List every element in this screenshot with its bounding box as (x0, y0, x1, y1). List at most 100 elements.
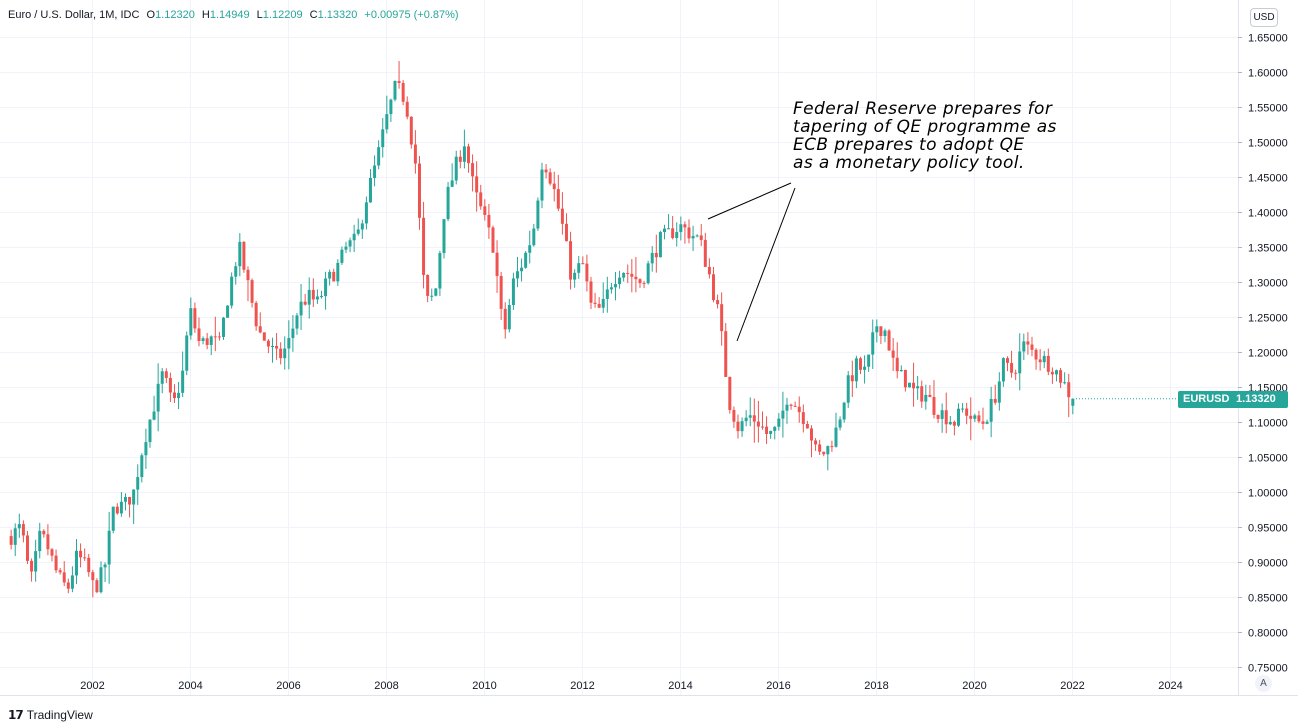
candle-body (115, 506, 119, 514)
candle-body (703, 239, 707, 267)
candle-body (70, 575, 74, 589)
candle-body (969, 415, 973, 419)
time-tick-label: 2012 (570, 680, 594, 692)
candle-body (487, 214, 491, 228)
candle-body (940, 410, 944, 419)
high-label: H (201, 9, 210, 21)
time-tick-label: 2018 (864, 680, 888, 692)
candle-body (834, 427, 838, 447)
candle-body (981, 421, 985, 424)
candle-body (822, 451, 826, 455)
candle-body (128, 496, 132, 505)
price-tick-label: 1.25000 (1248, 313, 1288, 325)
candle-body (528, 245, 532, 253)
candle-body (507, 305, 511, 330)
time-tick-label: 2002 (80, 680, 104, 692)
price-tick-label: 1.35000 (1248, 243, 1288, 255)
candle-body (912, 382, 916, 389)
price-axis[interactable]: 1.65000 1.60000 1.55000 1.50000 1.45000 1.400… (1238, 0, 1288, 695)
candle-body (270, 345, 274, 347)
time-tick-label: 2022 (1060, 680, 1084, 692)
candle-body (446, 186, 450, 220)
time-tick-label: 2006 (276, 680, 300, 692)
candle-body (168, 377, 172, 393)
candle-body (352, 233, 356, 241)
price-tick-label: 1.00000 (1248, 488, 1288, 500)
candle-body (307, 289, 311, 305)
candle-body (140, 455, 144, 478)
candle-body (230, 276, 234, 306)
candle-body (524, 252, 528, 268)
candle-body (560, 208, 564, 224)
candle-body (716, 300, 720, 305)
candle-body (773, 426, 777, 431)
candle-body (368, 177, 372, 203)
candle-body (1050, 371, 1054, 375)
candle-body (752, 415, 756, 422)
candle-body (148, 419, 152, 443)
candle-body (883, 330, 887, 336)
candle-body (732, 409, 736, 422)
candle-body (642, 283, 646, 285)
candle-body (434, 288, 438, 296)
candle-body (867, 354, 871, 367)
candle-body (336, 262, 340, 282)
candle-body (993, 398, 997, 403)
candle-body (687, 227, 691, 239)
candle-body (328, 271, 332, 279)
candle-body (907, 382, 911, 388)
candle-body (540, 169, 544, 201)
candle-body (793, 405, 797, 407)
candle-body (589, 281, 593, 303)
candle-body (213, 336, 217, 338)
close-value: 1.13320 (317, 9, 358, 21)
candle-body (422, 217, 426, 275)
time-tick-label: 2020 (962, 680, 986, 692)
candle-body (303, 301, 307, 305)
price-tick-label: 0.80000 (1248, 628, 1288, 640)
candle-body (740, 421, 744, 432)
currency-button[interactable]: USD (1250, 8, 1278, 27)
candle-body (30, 560, 34, 572)
candle-body (197, 328, 201, 342)
candle-body (164, 371, 168, 378)
candle-body (136, 477, 140, 490)
time-tick-label: 2004 (178, 680, 202, 692)
candle-body (1034, 349, 1038, 360)
high-value: 1.14949 (209, 9, 250, 21)
candle-body (564, 223, 568, 242)
candle-body (695, 235, 699, 237)
candle-body (654, 252, 658, 258)
candle-body (299, 301, 303, 316)
candle-body (160, 371, 164, 384)
candle-body (605, 289, 609, 299)
candle-body (172, 392, 176, 399)
annotation-pointer-lines (707, 182, 796, 342)
auto-scale-button[interactable]: A (1255, 675, 1272, 692)
candle-body (348, 240, 352, 247)
candle-body (454, 156, 458, 181)
tradingview-brand[interactable]: 𝟭𝟳 TradingView (8, 708, 93, 722)
candle-body (1071, 398, 1075, 406)
candle-body (667, 228, 671, 230)
candle-body (1001, 358, 1005, 382)
time-axis[interactable]: 2002 2004 2006 2008 2010 2012 2014 2016 2018 2020… (0, 680, 1298, 696)
candle-body (683, 224, 687, 228)
candle-body (544, 169, 548, 173)
candle-body (581, 263, 585, 265)
candle-body (156, 383, 160, 412)
candle-body (597, 303, 601, 308)
candle-body (283, 348, 287, 359)
candle-body (287, 338, 291, 349)
candle-body (593, 302, 597, 304)
candle-body (66, 582, 70, 589)
candle-body (389, 99, 393, 115)
candle-body (177, 392, 181, 399)
candle-body (250, 280, 254, 303)
candle-body (246, 269, 250, 281)
candle-body (205, 338, 209, 345)
candle-body (1046, 355, 1050, 372)
candle-body (838, 419, 842, 428)
legend-header: Euro / U.S. Dollar, 1M, IDC O1.12320 H1.… (8, 9, 459, 21)
